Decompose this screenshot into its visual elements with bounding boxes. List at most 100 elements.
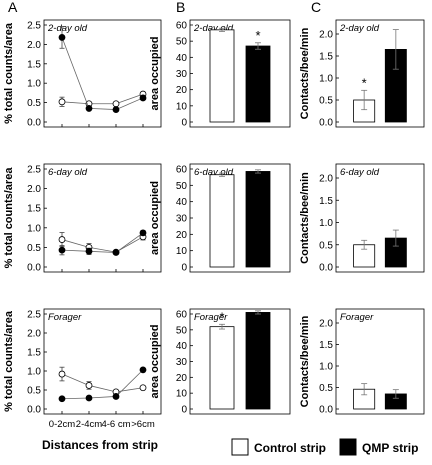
panel-frame: [335, 19, 425, 128]
significance-star: *: [362, 75, 367, 90]
y-tick-label: 20: [176, 230, 188, 241]
data-point: [112, 106, 120, 113]
y-axis-label: % total counts/area: [3, 22, 15, 124]
y-tick-label: 50: [176, 181, 188, 192]
y-tick-label: 1.5: [27, 348, 41, 359]
y-tick-label: 30: [176, 214, 188, 225]
panel-frame: [335, 163, 425, 273]
panel-title: 2-day old: [47, 23, 88, 34]
y-tick-label: 1.5: [27, 204, 41, 215]
y-tick-label: 2.5: [27, 165, 41, 176]
panel-title: Forager: [48, 312, 82, 323]
y-tick-label: 2.0: [319, 30, 333, 41]
y-tick-label: 0.0: [319, 405, 333, 416]
y-tick-label: 60: [176, 310, 188, 321]
panel-B-6day: 6-day old 0 10 20 30 40 50 60 area occupied: [149, 163, 291, 274]
y-tick-label: 2.5: [27, 21, 41, 32]
panel-frame: [189, 308, 291, 415]
bar: [245, 312, 271, 410]
panel-A-forager: Forager 0.0 0.5 1.0 1.5 2.0 2.5 % total counts/…: [3, 308, 162, 430]
y-tick-label: 0.5: [319, 240, 333, 251]
y-tick-label: 2.0: [319, 319, 333, 330]
x-tick-label: 4-6 cm: [101, 419, 130, 430]
y-tick-label: 10: [176, 389, 188, 400]
y-axis-label: area occupied: [149, 181, 161, 255]
x-tick-label: 0-2cm: [49, 419, 75, 430]
panel-title: Forager: [194, 312, 228, 323]
panel-frame: [335, 308, 425, 415]
y-tick-label: 20: [176, 85, 188, 96]
data-point: [112, 100, 120, 108]
y-tick-label: 1.0: [319, 74, 333, 85]
data-point: [139, 229, 147, 237]
y-tick-label: 1.0: [27, 367, 41, 378]
y-tick-label: 0.0: [27, 118, 41, 129]
y-axis-label: % total counts/area: [3, 167, 15, 269]
series-line: [61, 37, 144, 110]
y-tick-label: 0.5: [27, 386, 41, 397]
y-tick-label: 1.0: [27, 79, 41, 90]
significance-star: *: [255, 28, 260, 43]
data-point: [58, 34, 66, 41]
y-tick-label: 20: [176, 373, 188, 384]
data-point: [85, 382, 93, 389]
data-point: [139, 384, 147, 392]
data-point: [85, 105, 93, 112]
y-tick-label: 40: [176, 53, 188, 64]
y-tick-label: 1.5: [319, 196, 333, 207]
y-tick-label: 0: [181, 405, 187, 416]
panel-title: Forager: [340, 312, 374, 323]
y-tick-label: 50: [176, 37, 188, 48]
panel-frame: [43, 19, 162, 128]
y-tick-label: 30: [176, 357, 188, 368]
y-axis-label: % total counts/area: [3, 310, 15, 412]
legend-qmp-swatch: [339, 438, 357, 456]
legend: Control strip QMP strip: [231, 438, 418, 456]
y-tick-label: 0.5: [27, 98, 41, 109]
panel-B-forager: Forager 0 10 20 30 40 50 60 area occupied *: [149, 308, 291, 416]
bar: [209, 326, 235, 410]
y-axis-label: area occupied: [149, 37, 161, 111]
y-axis-label: area occupied: [149, 325, 161, 399]
data-point: [58, 236, 66, 243]
panel-title: 6-day old: [340, 167, 380, 178]
y-tick-label: 50: [176, 325, 188, 336]
y-tick-label: 1.0: [319, 362, 333, 373]
data-point: [58, 395, 66, 403]
y-tick-label: 0.0: [319, 263, 333, 274]
y-axis-label: Contacts/bee/min: [299, 315, 311, 407]
panel-title: 6-day old: [48, 167, 88, 178]
data-point: [139, 366, 147, 374]
y-tick-label: 0: [181, 118, 187, 129]
y-tick-label: 1.5: [319, 340, 333, 351]
y-tick-label: 10: [176, 101, 188, 112]
panel-frame: [43, 308, 162, 415]
x-tick-label: 2-4cm: [76, 419, 102, 430]
y-tick-label: 1.0: [27, 223, 41, 234]
column-letter-c: C: [311, 0, 321, 15]
y-tick-label: 0: [181, 263, 187, 274]
y-tick-label: 10: [176, 246, 188, 257]
y-tick-label: 0.0: [27, 405, 41, 416]
panel-frame: [189, 19, 291, 128]
panel-C-2day: 2-day old 0.0 0.5 1.0 1.5 2.0 Contacts/bee/min…: [299, 19, 425, 129]
panel-C-forager: Forager 0.0 0.5 1.0 1.5 2.0 Contacts/bee/min: [299, 308, 425, 416]
column-letter-b: B: [176, 0, 185, 15]
y-tick-label: 1.0: [319, 218, 333, 229]
panel-A-6day: 6-day old 0.0 0.5 1.0 1.5 2.0 2.5 % total count…: [3, 163, 162, 274]
series-line: [61, 369, 144, 400]
legend-control-swatch: [231, 438, 249, 456]
data-point: [112, 393, 120, 400]
y-tick-label: 60: [176, 21, 188, 32]
panels: 2-day old 0.0 0.5 1.0 1.5 2.0 2.5 % total count…: [3, 19, 425, 430]
bar: [209, 174, 235, 268]
panel-title: 2-day old: [339, 23, 380, 34]
series-line: [61, 373, 144, 393]
y-tick-label: 0.5: [27, 243, 41, 254]
x-tick-label: >6cm: [131, 419, 155, 430]
y-tick-label: 1.5: [27, 59, 41, 70]
y-tick-label: 2.0: [319, 174, 333, 185]
y-tick-label: 30: [176, 69, 188, 80]
data-point: [58, 246, 66, 254]
data-point: [58, 98, 66, 106]
